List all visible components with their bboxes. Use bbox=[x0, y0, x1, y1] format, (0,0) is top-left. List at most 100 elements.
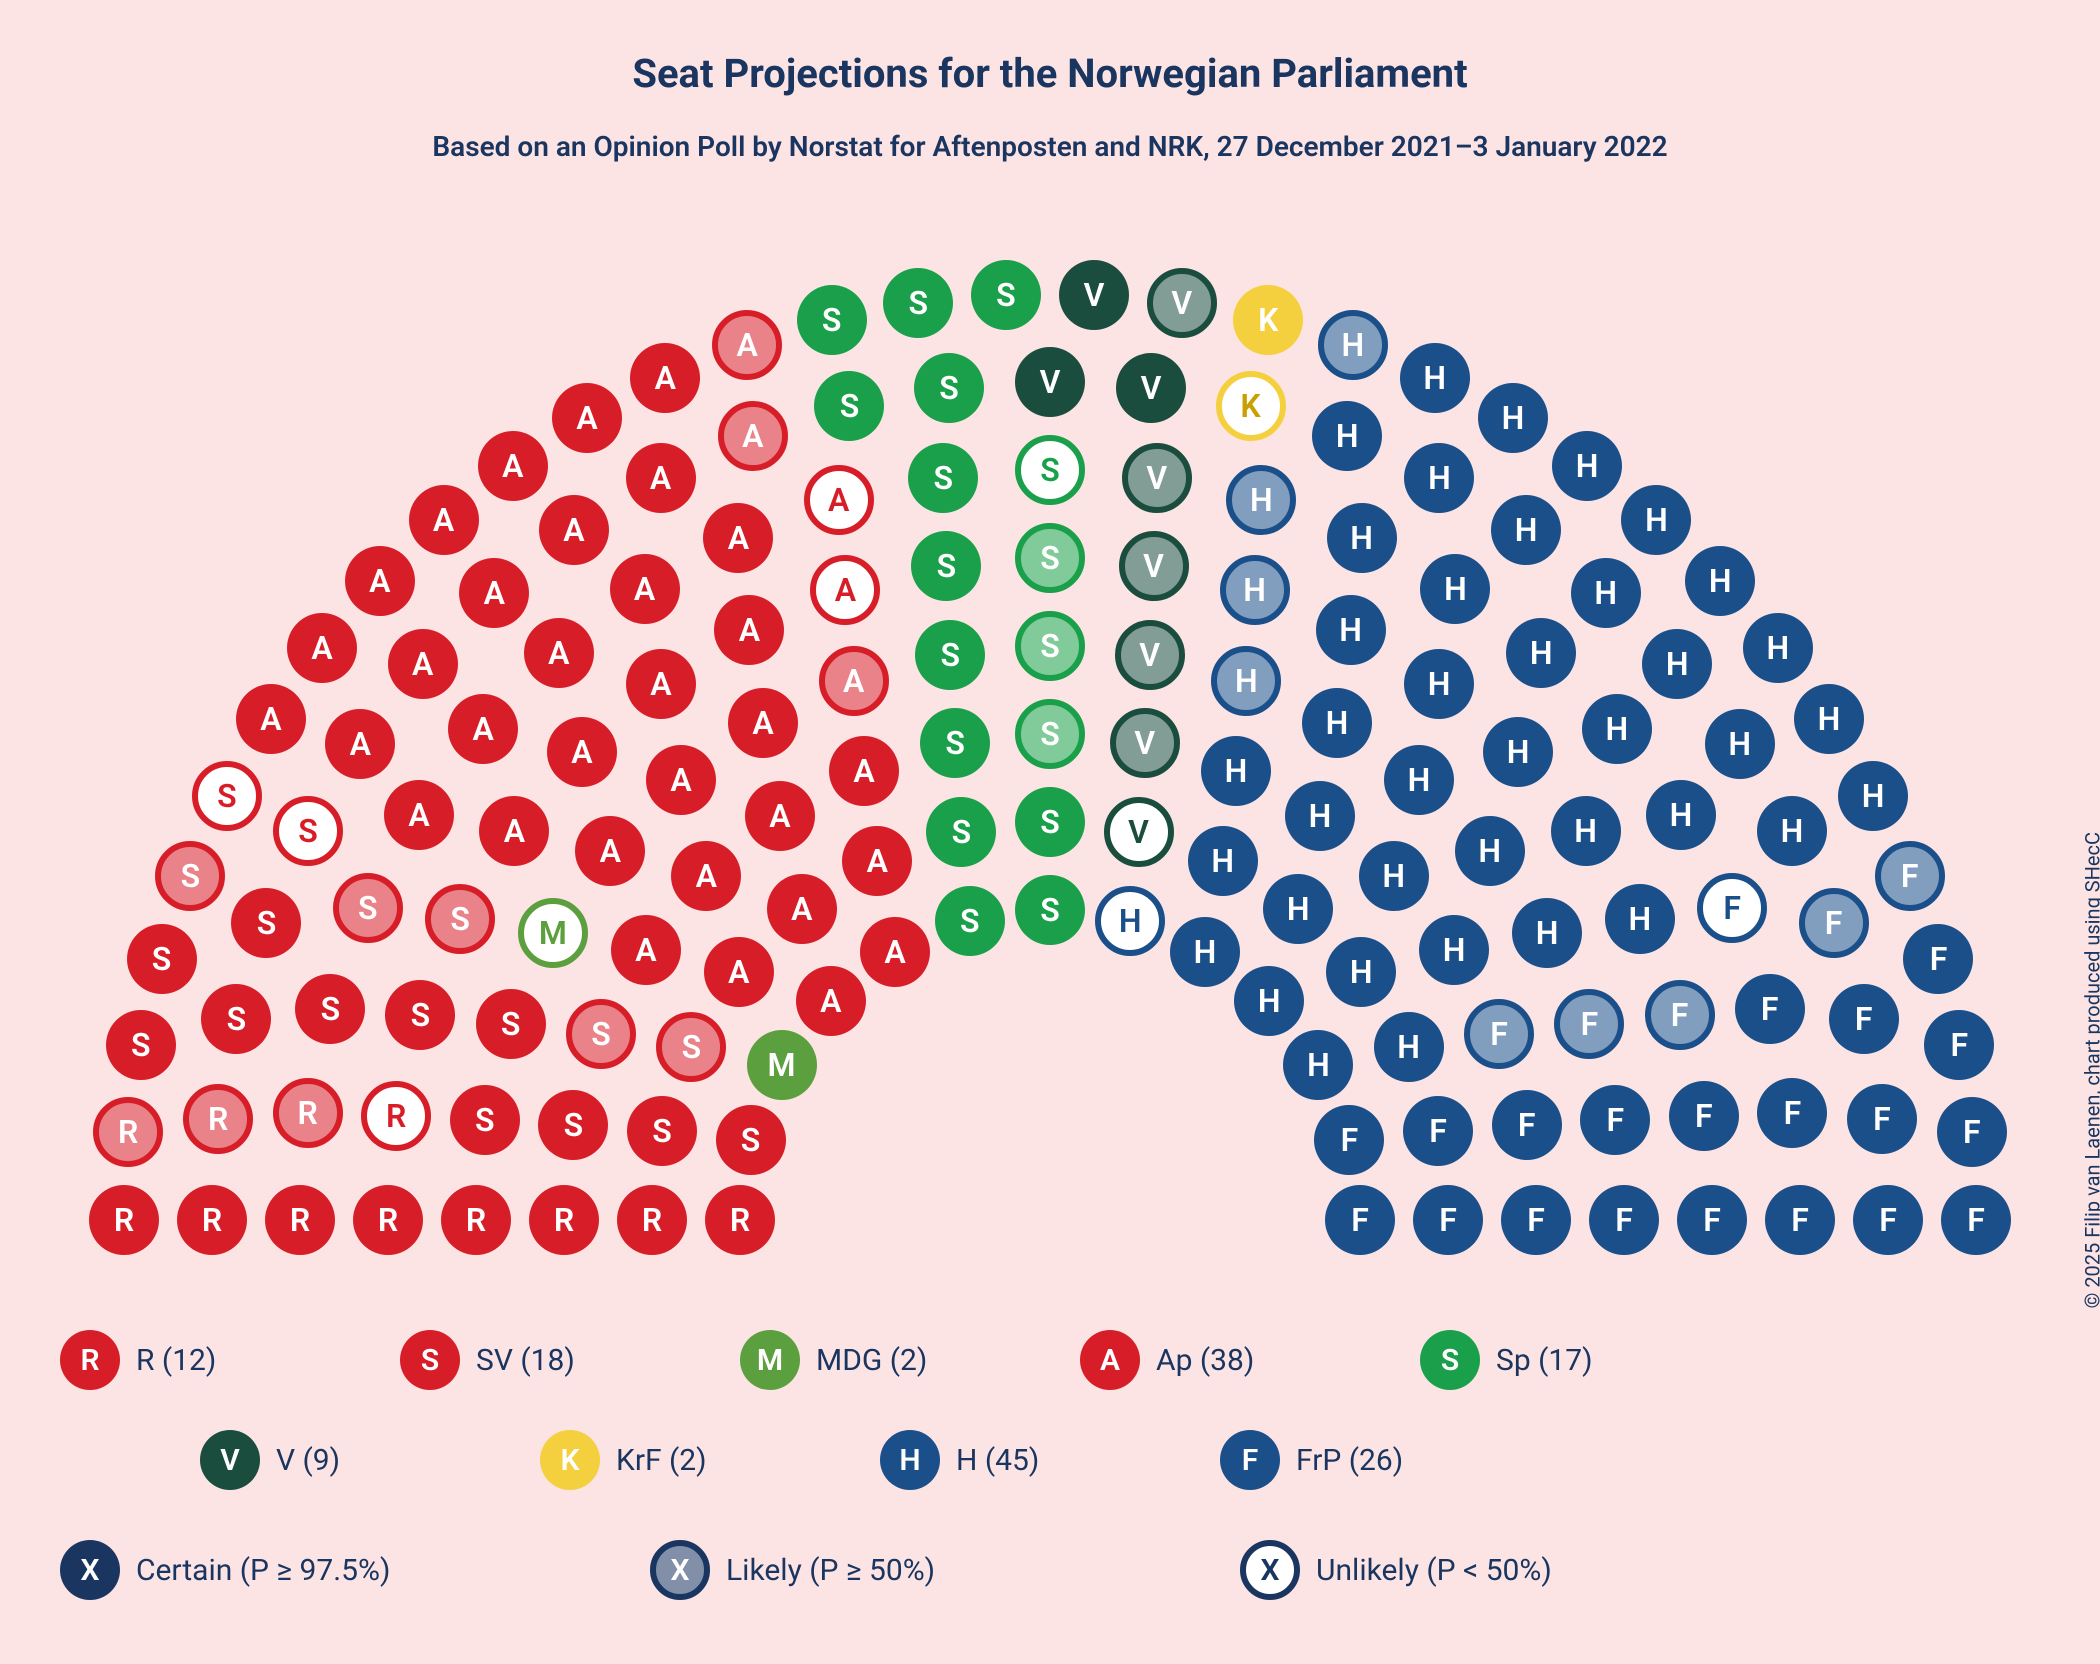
seat: F bbox=[1669, 1081, 1739, 1151]
seat: H bbox=[1685, 546, 1755, 616]
seat: A bbox=[610, 554, 680, 624]
legend-swatch: H bbox=[880, 1430, 940, 1490]
seat: H bbox=[1263, 874, 1333, 944]
seat: A bbox=[388, 629, 458, 699]
legend-swatch: A bbox=[1080, 1330, 1140, 1390]
seat: R bbox=[705, 1185, 775, 1255]
seat: F bbox=[1589, 1185, 1659, 1255]
seat: S bbox=[716, 1105, 786, 1175]
seat: S bbox=[538, 1090, 608, 1160]
legend-parties-row2: VV (9)KKrF (2)HH (45)FFrP (26) bbox=[60, 1430, 2100, 1510]
seat: S bbox=[450, 1085, 520, 1155]
seat: S bbox=[425, 884, 495, 954]
seat: H bbox=[1318, 310, 1388, 380]
seat: S bbox=[814, 371, 884, 441]
legend-label: FrP (26) bbox=[1296, 1443, 1403, 1478]
legend-item-sp: SSp (17) bbox=[1420, 1330, 1730, 1390]
seat: H bbox=[1621, 485, 1691, 555]
seat: A bbox=[524, 618, 594, 688]
seat: A bbox=[718, 401, 788, 471]
seat: F bbox=[1765, 1185, 1835, 1255]
seat: F bbox=[1492, 1090, 1562, 1160]
seat: R bbox=[441, 1185, 511, 1255]
legend-item-mdg: MMDG (2) bbox=[740, 1330, 1050, 1390]
seat: S bbox=[333, 873, 403, 943]
seat: F bbox=[1937, 1097, 2007, 1167]
seat: S bbox=[1015, 875, 1085, 945]
seat: S bbox=[1015, 611, 1085, 681]
seat: H bbox=[1551, 796, 1621, 866]
legend-probability: XCertain (P ≥ 97.5%)XLikely (P ≥ 50%)XUn… bbox=[60, 1540, 2040, 1620]
seat: A bbox=[409, 485, 479, 555]
seat: K bbox=[1216, 371, 1286, 441]
seat: S bbox=[915, 620, 985, 690]
legend-label: SV (18) bbox=[476, 1343, 575, 1378]
seat: S bbox=[797, 285, 867, 355]
seat: M bbox=[518, 898, 588, 968]
seat: A bbox=[611, 915, 681, 985]
seat: S bbox=[106, 1010, 176, 1080]
seat: H bbox=[1646, 780, 1716, 850]
seat: A bbox=[626, 443, 696, 513]
seat: V bbox=[1119, 531, 1189, 601]
seat: R bbox=[177, 1185, 247, 1255]
seat: S bbox=[911, 531, 981, 601]
seat: R bbox=[93, 1097, 163, 1167]
seat: R bbox=[89, 1185, 159, 1255]
seat: H bbox=[1705, 709, 1775, 779]
seat: S bbox=[192, 761, 262, 831]
seat: A bbox=[860, 917, 930, 987]
legend-item-h: HH (45) bbox=[880, 1430, 1190, 1490]
seat: H bbox=[1404, 443, 1474, 513]
seat: S bbox=[201, 984, 271, 1054]
legend-item-r: RR (12) bbox=[60, 1330, 370, 1390]
seat: A bbox=[712, 310, 782, 380]
legend-prob-item: XUnlikely (P < 50%) bbox=[1240, 1540, 1800, 1600]
seat: R bbox=[273, 1078, 343, 1148]
seat: A bbox=[448, 694, 518, 764]
seat: H bbox=[1095, 886, 1165, 956]
seat: M bbox=[747, 1030, 817, 1100]
seat: S bbox=[385, 980, 455, 1050]
seat: A bbox=[626, 649, 696, 719]
seat: F bbox=[1580, 1085, 1650, 1155]
seat: H bbox=[1327, 503, 1397, 573]
seat: S bbox=[566, 999, 636, 1069]
legend-label: MDG (2) bbox=[816, 1343, 927, 1378]
seat: H bbox=[1283, 1030, 1353, 1100]
seat: H bbox=[1478, 383, 1548, 453]
seat: H bbox=[1302, 688, 1372, 758]
seat: A bbox=[575, 816, 645, 886]
seat: H bbox=[1359, 841, 1429, 911]
seat: A bbox=[236, 684, 306, 754]
legend-label: Sp (17) bbox=[1496, 1343, 1593, 1378]
seat: S bbox=[127, 924, 197, 994]
legend-label: KrF (2) bbox=[616, 1443, 707, 1478]
legend-label: Likely (P ≥ 50%) bbox=[726, 1553, 935, 1588]
hemicycle: RRRRRRRRRRRRSSSSSSSSSSSSSSSSSSMMAAAAAAAA… bbox=[0, 220, 2100, 1200]
seat: F bbox=[1464, 999, 1534, 1069]
seat: A bbox=[796, 966, 866, 1036]
seat: S bbox=[935, 886, 1005, 956]
seat: A bbox=[671, 841, 741, 911]
seat: F bbox=[1735, 974, 1805, 1044]
legend-label: Ap (38) bbox=[1156, 1343, 1254, 1378]
seat: F bbox=[1847, 1084, 1917, 1154]
seat: A bbox=[842, 826, 912, 896]
seat: S bbox=[908, 443, 978, 513]
seat: S bbox=[231, 888, 301, 958]
seat: F bbox=[1875, 841, 1945, 911]
legend-swatch: X bbox=[1240, 1540, 1300, 1600]
seat: S bbox=[926, 797, 996, 867]
seat: R bbox=[617, 1185, 687, 1255]
seat: S bbox=[627, 1096, 697, 1166]
seat: R bbox=[529, 1185, 599, 1255]
seat: H bbox=[1285, 781, 1355, 851]
seat: S bbox=[920, 708, 990, 778]
seat: H bbox=[1455, 816, 1525, 886]
seat: S bbox=[883, 268, 953, 338]
seat: F bbox=[1554, 989, 1624, 1059]
seat: H bbox=[1374, 1012, 1444, 1082]
legend-label: V (9) bbox=[276, 1443, 340, 1478]
seat: S bbox=[1015, 435, 1085, 505]
